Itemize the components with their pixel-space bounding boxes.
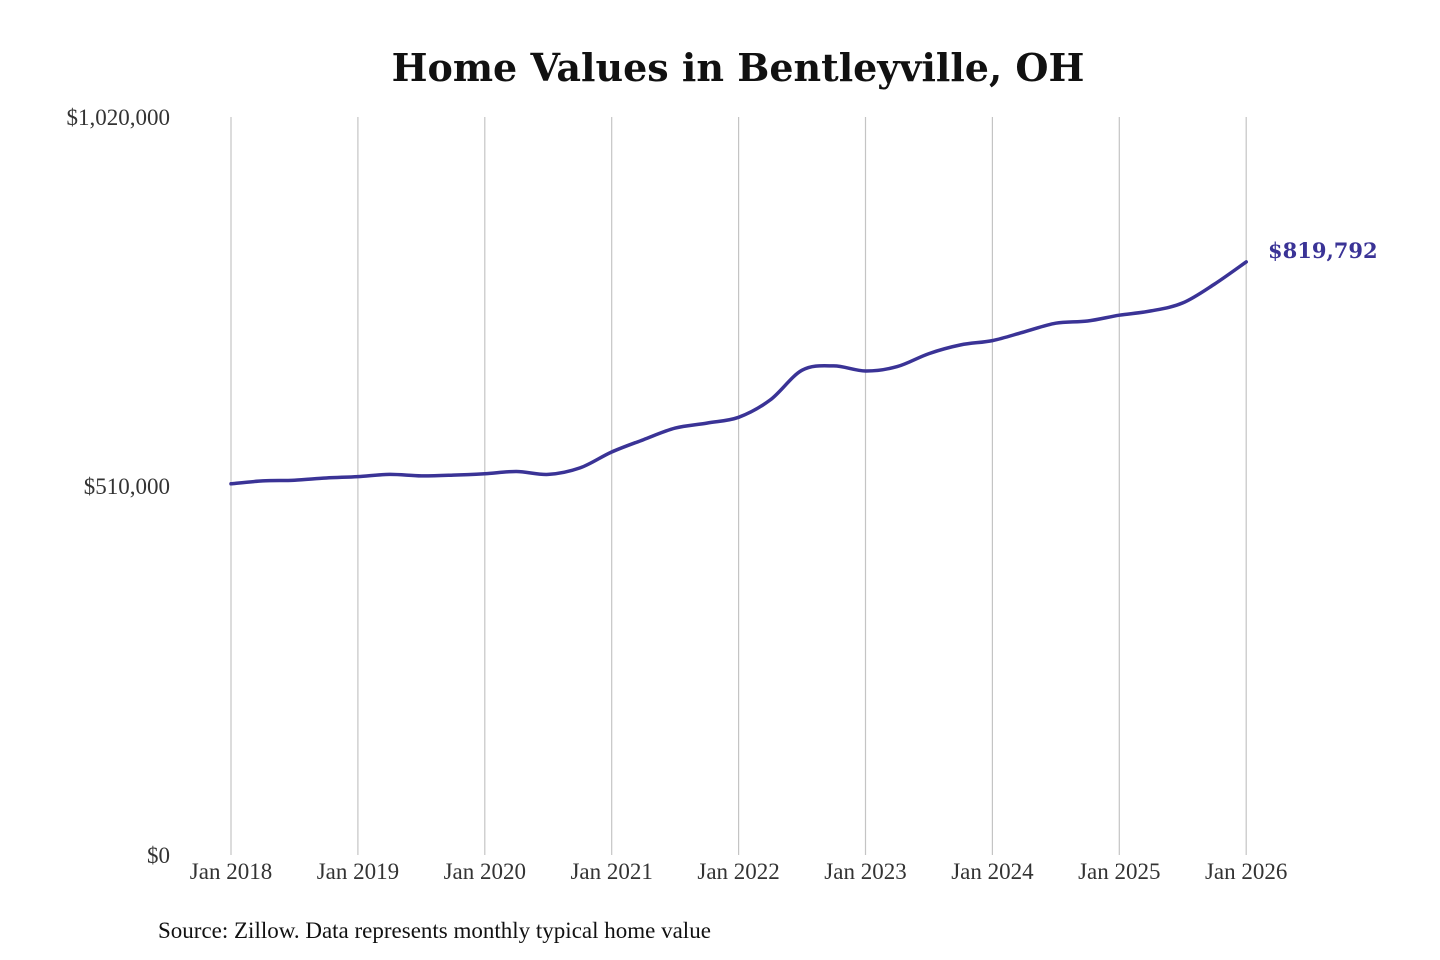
data-point xyxy=(419,474,423,478)
data-point xyxy=(641,438,645,442)
data-point xyxy=(768,398,772,402)
series-line-0 xyxy=(229,260,1248,486)
x-tick-label: Jan 2019 xyxy=(317,859,399,884)
data-point xyxy=(515,470,519,474)
data-point xyxy=(1213,282,1217,286)
data-point xyxy=(832,364,836,368)
data-point xyxy=(229,482,233,486)
data-point xyxy=(1086,319,1090,323)
data-point xyxy=(737,415,741,419)
x-tick-label: Jan 2025 xyxy=(1078,859,1160,884)
data-point xyxy=(324,476,328,480)
data-point xyxy=(578,466,582,470)
chart-title: Home Values in Bentleyville, OH xyxy=(392,45,1085,90)
data-point xyxy=(895,365,899,369)
data-point xyxy=(483,472,487,476)
x-axis-tick-labels: Jan 2018 Jan 2019 Jan 2020 Jan 2021 Jan 2022… xyxy=(190,859,1288,884)
series-layer xyxy=(229,260,1248,486)
y-tick-label: $1,020,000 xyxy=(67,105,171,130)
data-point xyxy=(546,472,550,476)
data-point xyxy=(1022,330,1026,334)
x-tick-label: Jan 2020 xyxy=(444,859,526,884)
data-point xyxy=(388,472,392,476)
data-point xyxy=(356,475,360,479)
x-tick-label: Jan 2026 xyxy=(1205,859,1287,884)
data-point xyxy=(1244,260,1248,264)
data-point xyxy=(292,478,296,482)
x-tick-label: Jan 2018 xyxy=(190,859,272,884)
source-note: Source: Zillow. Data represents monthly … xyxy=(158,918,711,943)
data-point xyxy=(800,368,804,372)
data-point xyxy=(1054,321,1058,325)
data-point xyxy=(990,339,994,343)
y-tick-label: $0 xyxy=(147,843,170,868)
y-axis-tick-labels: $0 $510,000 $1,020,000 xyxy=(67,105,171,868)
x-tick-label: Jan 2024 xyxy=(951,859,1034,884)
x-tick-label: Jan 2022 xyxy=(697,859,779,884)
x-tick-label: Jan 2023 xyxy=(824,859,906,884)
data-point xyxy=(959,343,963,347)
x-tick-label: Jan 2021 xyxy=(570,859,652,884)
data-point xyxy=(451,473,455,477)
data-point xyxy=(864,369,868,373)
data-point xyxy=(1181,301,1185,305)
data-point xyxy=(1149,309,1153,313)
data-point xyxy=(927,352,931,356)
grid-lines xyxy=(230,117,1247,855)
data-point xyxy=(673,426,677,430)
data-point xyxy=(705,421,709,425)
data-point xyxy=(1117,313,1121,317)
data-point xyxy=(261,479,265,483)
data-point xyxy=(610,450,614,454)
end-value-label: $819,792 xyxy=(1268,238,1378,263)
y-tick-label: $510,000 xyxy=(84,474,170,499)
